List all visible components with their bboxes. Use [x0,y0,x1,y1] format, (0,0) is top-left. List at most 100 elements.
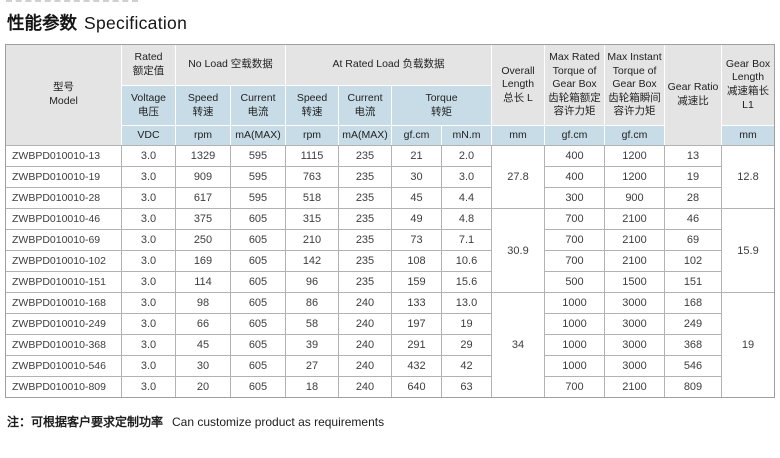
model-cell: ZWBPD010010-28 [6,187,121,208]
load-current-cell: 235 [338,271,391,292]
top-edge-dashed-artifact [6,0,138,2]
spec-row: ZWBPD010010-546 3.0 30 605 27 240 432 42 1000 300… [6,355,774,376]
voltage-cell: 3.0 [121,187,175,208]
page-title-zh: 性能参数 [7,13,77,33]
load-speed-cell: 86 [285,292,338,313]
spec-row: ZWBPD010010-809 3.0 20 605 18 240 640 63 700 2100… [6,376,774,397]
load-current-cell: 235 [338,250,391,271]
spec-row: ZWBPD010010-19 3.0 909 595 763 235 30 3.0 400 120… [6,166,774,187]
col-header-voltage: Voltage 电压 [121,85,175,125]
max-rated-torque-cell: 1000 [544,313,604,334]
torque-gfcm-cell: 49 [391,208,441,229]
torque-mnm-cell: 7.1 [441,229,491,250]
noload-speed-cell: 617 [175,187,230,208]
max-instant-torque-cell: 3000 [604,355,664,376]
load-current-cell: 235 [338,187,391,208]
torque-mnm-cell: 4.8 [441,208,491,229]
unit-overall-length-mm: mm [491,125,544,145]
torque-mnm-cell: 42 [441,355,491,376]
torque-mnm-cell: 3.0 [441,166,491,187]
torque-mnm-cell: 10.6 [441,250,491,271]
unit-load-rpm: rpm [285,125,338,145]
spec-row: ZWBPD010010-249 3.0 66 605 58 240 197 19 1000 300… [6,313,774,334]
noload-speed-cell: 375 [175,208,230,229]
load-speed-cell: 763 [285,166,338,187]
gearbox-length-cell: 15.9 [721,208,774,292]
voltage-cell: 3.0 [121,313,175,334]
load-current-cell: 235 [338,208,391,229]
unit-noload-rpm: rpm [175,125,230,145]
spec-table-wrapper: 型号 Model Rated 额定值 No Load 空载数据 At Rated… [5,44,775,398]
gear-ratio-cell: 368 [664,334,721,355]
torque-gfcm-cell: 432 [391,355,441,376]
noload-speed-cell: 114 [175,271,230,292]
col-header-gearbox-length: Gear Box Length 减速箱长 L1 [721,45,774,125]
torque-gfcm-cell: 73 [391,229,441,250]
gear-ratio-cell: 809 [664,376,721,397]
torque-gfcm-cell: 197 [391,313,441,334]
gear-ratio-cell: 249 [664,313,721,334]
unit-max-rated-gfcm: gf.cm [544,125,604,145]
noload-speed-cell: 250 [175,229,230,250]
torque-mnm-cell: 63 [441,376,491,397]
load-speed-cell: 210 [285,229,338,250]
max-instant-torque-cell: 3000 [604,292,664,313]
max-rated-torque-cell: 700 [544,250,604,271]
unit-vdc: VDC [121,125,175,145]
load-current-cell: 240 [338,355,391,376]
torque-gfcm-cell: 108 [391,250,441,271]
spec-row: ZWBPD010010-69 3.0 250 605 210 235 73 7.1 700 210… [6,229,774,250]
noload-current-cell: 605 [230,208,285,229]
load-speed-cell: 96 [285,271,338,292]
gear-ratio-cell: 546 [664,355,721,376]
spec-table: 型号 Model Rated 额定值 No Load 空载数据 At Rated… [6,45,774,397]
load-speed-cell: 18 [285,376,338,397]
noload-current-cell: 605 [230,292,285,313]
max-instant-torque-cell: 3000 [604,334,664,355]
noload-speed-cell: 30 [175,355,230,376]
max-instant-torque-cell: 3000 [604,313,664,334]
noload-speed-cell: 1329 [175,145,230,166]
gear-ratio-cell: 151 [664,271,721,292]
model-cell: ZWBPD010010-13 [6,145,121,166]
model-cell: ZWBPD010010-546 [6,355,121,376]
col-header-overall-length: Overall Length 总长 L [491,45,544,125]
voltage-cell: 3.0 [121,292,175,313]
gear-ratio-cell: 102 [664,250,721,271]
overall-length-cell: 30.9 [491,208,544,292]
max-rated-torque-cell: 500 [544,271,604,292]
gear-ratio-cell: 69 [664,229,721,250]
noload-speed-cell: 169 [175,250,230,271]
col-header-max-instant-torque: Max Instant Torque of Gear Box 齿轮箱瞬间 容许力… [604,45,664,125]
noload-current-cell: 595 [230,145,285,166]
load-current-cell: 235 [338,229,391,250]
max-rated-torque-cell: 300 [544,187,604,208]
max-instant-torque-cell: 2100 [604,250,664,271]
max-rated-torque-cell: 400 [544,145,604,166]
max-rated-torque-cell: 700 [544,229,604,250]
model-cell: ZWBPD010010-46 [6,208,121,229]
torque-mnm-cell: 19 [441,313,491,334]
col-header-max-rated-torque: Max Rated Torque of Gear Box 齿轮箱额定 容许力矩 [544,45,604,125]
torque-mnm-cell: 15.6 [441,271,491,292]
max-rated-torque-cell: 400 [544,166,604,187]
max-instant-torque-cell: 1200 [604,145,664,166]
max-rated-torque-cell: 700 [544,376,604,397]
footnote-en: Can customize product as requirements [172,415,385,429]
col-header-load-current: Current 电流 [338,85,391,125]
spec-row: ZWBPD010010-151 3.0 114 605 96 235 159 15.6 500 1… [6,271,774,292]
unit-load-ma-max: mA(MAX) [338,125,391,145]
page-title: 性能参数 Specification [0,0,780,44]
noload-current-cell: 605 [230,334,285,355]
unit-max-instant-gfcm: gf.cm [604,125,664,145]
col-header-no-load: No Load 空载数据 [175,45,285,85]
noload-current-cell: 605 [230,313,285,334]
torque-gfcm-cell: 30 [391,166,441,187]
spec-row: ZWBPD010010-46 3.0 375 605 315 235 49 4.8 30.9 70… [6,208,774,292]
load-speed-cell: 518 [285,187,338,208]
load-speed-cell: 1115 [285,145,338,166]
footnote: 注：可根据客户要求定制功率 Can customize product as re… [7,413,780,430]
voltage-cell: 3.0 [121,355,175,376]
unit-noload-ma-max: mA(MAX) [230,125,285,145]
model-cell: ZWBPD010010-19 [6,166,121,187]
